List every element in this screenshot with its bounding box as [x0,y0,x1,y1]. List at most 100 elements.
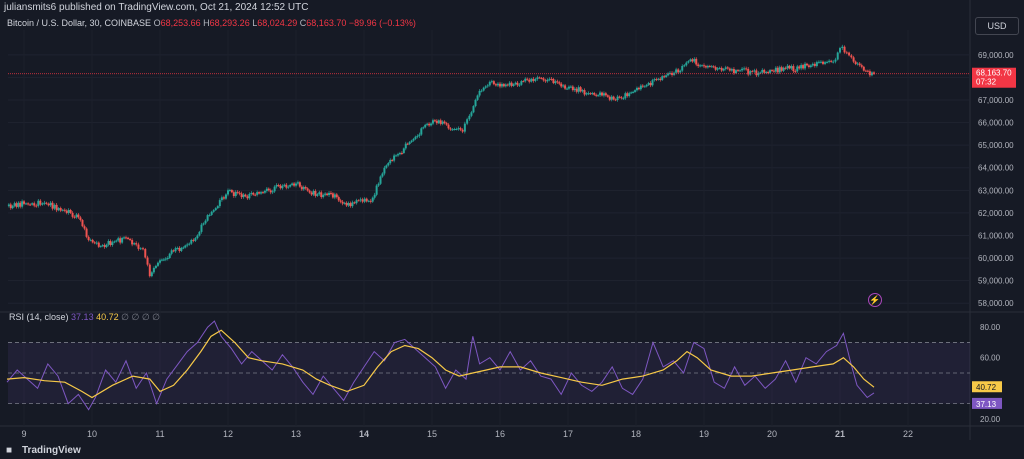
candle-body [43,202,46,204]
candle-body [55,204,58,211]
candle-body [856,63,859,65]
time-tick-label: 14 [359,429,369,439]
candle-body [514,82,517,85]
candle-body [526,78,529,80]
candle-body [757,72,760,76]
candle-body [745,68,748,70]
candle-body [701,65,704,67]
candle-body [202,223,205,225]
candle-body [402,148,405,154]
candle-body [824,62,827,64]
candle-body [512,84,515,86]
candle-body [772,70,775,72]
candle-body [599,92,602,96]
candle-body [29,204,32,206]
candle-body [144,249,147,258]
candle-body [214,208,217,211]
candle-body [244,194,247,197]
candle-body [365,198,368,202]
candle-body [293,183,296,186]
rsi-badge [972,397,1002,409]
candle-body [107,241,110,245]
candle-body [618,96,621,98]
candle-body [117,238,120,241]
candle-body [697,64,700,67]
candle-body [377,183,380,186]
price-tick-label: 59,000.00 [978,277,1014,286]
candle-body [232,192,235,197]
candle-body [449,128,452,130]
candle-body [657,78,660,80]
candle-body [602,93,605,96]
time-tick-label: 15 [427,429,437,439]
candle-body [206,215,209,221]
rsi-ma-line [6,329,875,399]
symbol-name[interactable]: Bitcoin / U.S. Dollar, 30, COINBASE [7,18,152,28]
candle-body [767,72,770,74]
candle-body [663,76,666,78]
price-tick-label: 58,000.00 [978,299,1014,308]
candle-body [581,90,584,92]
candle-body [331,193,334,198]
currency-button[interactable]: USD [975,17,1019,35]
candle-body [790,66,793,69]
candle-body [466,119,469,124]
candle-body [522,81,525,83]
candles [7,44,875,278]
countdown-label: 07:32 [976,78,997,87]
candle-body [359,199,362,201]
rsi-legend[interactable]: RSI (14, close) 37.13 40.72 ∅ ∅ ∅ ∅ [9,312,160,323]
candle-body [724,67,727,69]
candle-body [291,183,294,185]
footer-brand[interactable]: ■ TradingView [6,445,81,456]
candle-body [612,96,615,100]
candle-body [361,199,364,202]
candle-body [858,63,861,66]
candle-body [285,184,288,188]
candle-body [461,129,464,132]
candle-body [316,194,319,196]
candle-body [39,200,42,205]
candle-body [437,120,440,124]
candle-body [645,84,648,87]
candle-body [308,190,311,193]
candle-body [385,165,388,168]
rsi-ma-value: 40.72 [96,312,119,322]
candle-body [389,159,392,164]
candle-body [868,71,871,76]
candle-body [800,65,803,69]
candle-body [281,185,284,189]
candle-body [387,163,390,166]
candle-body [601,92,603,96]
candle-body [168,253,171,258]
candle-body [379,176,382,184]
change-value: −89.96 (−0.13%) [348,18,416,28]
candle-body [542,78,545,81]
candle-body [17,202,20,207]
candle-body [518,84,521,86]
candle-body [349,203,352,207]
candle-body [637,87,640,90]
candle-body [710,66,713,68]
candle-body [765,72,768,74]
candle-body [667,73,670,76]
candle-body [31,203,34,205]
candle-body [811,63,814,66]
tradingview-logo-icon: ■ [6,445,13,456]
candle-body [431,120,434,124]
candle-body [443,121,446,124]
candle-body [424,124,427,128]
candle-body [620,97,623,99]
lightning-icon[interactable]: ⚡ [868,293,882,307]
candle-body [395,155,398,157]
candle-body [312,191,315,195]
candle-body [718,67,721,69]
candle-body [204,220,207,224]
candle-body [89,239,92,241]
candle-body [353,202,356,204]
candle-body [125,237,127,239]
candle-body [730,69,733,71]
candle-body [164,258,167,260]
candle-body [669,72,671,74]
